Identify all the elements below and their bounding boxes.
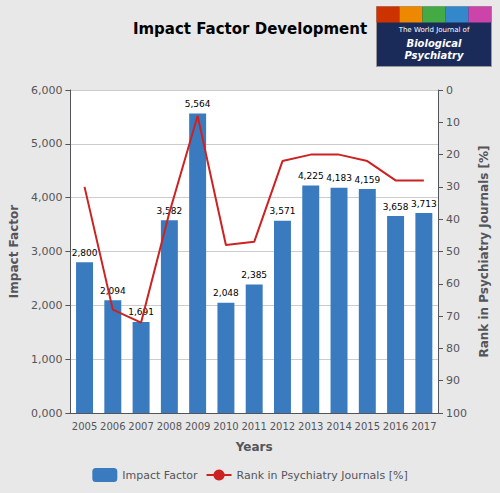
svg-text:2007: 2007 [128,421,153,432]
svg-text:2014: 2014 [326,421,351,432]
svg-text:0,000: 0,000 [31,407,63,420]
svg-text:3,713: 3,713 [411,199,437,209]
svg-text:4,183: 4,183 [326,173,352,183]
svg-text:3,000: 3,000 [31,245,63,258]
svg-text:Psychiatry: Psychiatry [405,50,464,61]
svg-text:1,000: 1,000 [31,353,63,366]
svg-text:2009: 2009 [185,421,210,432]
svg-text:2,800: 2,800 [72,248,98,258]
svg-text:70: 70 [446,310,460,323]
svg-text:2006: 2006 [100,421,125,432]
svg-text:3,658: 3,658 [383,202,409,212]
svg-text:2015: 2015 [355,421,380,432]
svg-text:4,000: 4,000 [31,191,63,204]
svg-text:2008: 2008 [157,421,182,432]
svg-text:Rank in Psychiatry Journals [%: Rank in Psychiatry Journals [%] [477,145,491,357]
svg-text:5,564: 5,564 [185,99,211,109]
svg-text:The World Journal of: The World Journal of [398,26,470,34]
svg-text:20: 20 [446,148,460,161]
svg-text:2011: 2011 [241,421,266,432]
svg-text:5,000: 5,000 [31,137,63,150]
svg-text:10: 10 [446,116,460,129]
svg-text:3,582: 3,582 [156,205,183,216]
svg-text:Impact Factor Development: Impact Factor Development [133,20,367,38]
svg-text:0: 0 [446,84,453,97]
svg-text:2,048: 2,048 [213,288,239,298]
svg-text:2005: 2005 [72,421,97,432]
svg-text:2010: 2010 [213,421,238,432]
svg-text:80: 80 [446,342,460,355]
svg-text:Impact Factor: Impact Factor [7,205,21,298]
svg-text:4,225: 4,225 [298,171,324,181]
svg-text:1,691: 1,691 [128,307,154,317]
svg-text:Impact Factor: Impact Factor [122,469,198,482]
svg-text:Years: Years [235,440,273,454]
svg-text:2,385: 2,385 [241,270,267,280]
svg-text:40: 40 [446,213,460,226]
svg-text:50: 50 [446,245,460,258]
svg-text:2016: 2016 [383,421,408,432]
svg-text:2,000: 2,000 [31,299,63,312]
svg-text:100: 100 [446,407,467,420]
svg-text:Biological: Biological [407,38,462,49]
svg-text:6,000: 6,000 [31,84,63,97]
svg-text:30: 30 [446,180,460,193]
svg-text:60: 60 [446,277,460,290]
svg-text:2017: 2017 [411,421,436,432]
svg-text:4,159: 4,159 [354,175,380,185]
svg-text:3,571: 3,571 [270,206,296,216]
svg-text:2012: 2012 [270,421,295,432]
svg-text:Rank in Psychiatry Journals [%: Rank in Psychiatry Journals [%] [237,469,408,482]
svg-text:90: 90 [446,374,460,387]
svg-text:2,094: 2,094 [100,286,126,296]
svg-text:2013: 2013 [298,421,323,432]
